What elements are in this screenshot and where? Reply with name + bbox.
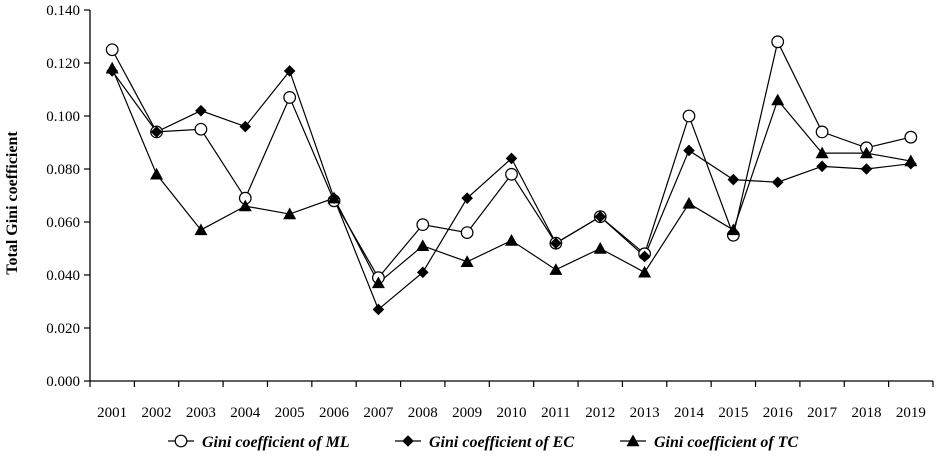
data-point-ml [194,122,208,136]
x-tick-label: 2019 [896,405,926,421]
series-markers-ec [106,65,917,316]
data-point-tc [327,191,341,204]
data-point-tc [593,242,607,254]
data-point-ec [283,65,296,77]
data-point-tc [859,146,873,159]
legend: Gini coefficient of ML Gini coefficient o… [168,434,798,451]
y-axis-title: Total Gini coefficient [4,131,21,275]
legend-marker-tc [626,434,640,447]
data-point-tc [505,234,518,246]
data-point-tc [105,61,119,74]
data-point-ec [638,250,651,263]
legend-marker-ml [174,434,188,448]
data-point-ec [771,176,784,189]
data-point-ml [771,35,785,49]
data-point-ml [815,125,829,139]
y-tick-labels: 0.000 0.020 0.040 0.060 0.080 0.100 0.120 0.140 [46,3,80,390]
x-tick-label: 2018 [851,405,881,421]
data-point-ec [683,144,695,157]
legend-label-tc: Gini coefficient of TC [654,434,798,451]
data-point-ml [416,218,430,232]
data-point-tc [771,93,785,106]
x-tick-label: 2006 [319,405,350,421]
y-tick-label: 0.060 [46,215,80,231]
series-layer [105,35,918,316]
data-point-ec [594,210,607,223]
data-point-tc [371,276,385,289]
data-point-tc [904,154,918,167]
x-tick-label: 2013 [630,405,660,421]
data-point-ml [682,109,696,123]
data-point-ml [505,167,518,181]
x-tick-label: 2008 [408,405,438,421]
data-point-tc [238,199,252,212]
series-line-ec [111,69,911,311]
axes [84,9,934,387]
x-tick-label: 2004 [230,405,261,421]
data-point-ec [505,152,518,165]
x-tick-label: 2015 [718,405,748,421]
x-tick-label: 2011 [541,405,570,421]
x-tick-label: 2002 [142,405,172,421]
data-point-tc [283,207,297,220]
data-point-tc [682,196,696,209]
data-point-tc [726,223,740,236]
data-point-tc [815,146,829,159]
x-tick-labels: 2001 2002 2003 2004 2005 2006 2007 2008 2009 2010… [97,405,926,421]
data-point-tc [416,239,430,252]
y-tick-label: 0.000 [46,374,80,390]
x-tick-label: 2001 [97,405,127,421]
x-tick-label: 2016 [763,405,794,421]
data-point-tc [638,265,652,278]
data-point-ml [105,43,119,57]
data-point-tc [150,167,164,180]
y-tick-label: 0.120 [46,56,80,72]
x-tick-label: 2014 [674,405,705,421]
data-point-tc [194,223,208,236]
legend-marker-ec [402,435,414,447]
data-point-ec [150,126,163,138]
series-markers-tc [105,61,918,289]
data-point-ec [195,104,207,117]
legend-label-ml: Gini coefficient of ML [202,434,350,451]
data-point-ec [239,120,252,133]
data-point-ml [283,91,297,104]
legend-label-ec: Gini coefficient of EC [429,434,574,451]
y-tick-label: 0.080 [46,162,80,178]
data-point-ml [904,130,918,144]
x-tick-label: 2012 [585,405,615,421]
data-point-tc [460,255,474,267]
y-tick-label: 0.020 [46,321,80,337]
y-tick-label: 0.140 [46,3,80,19]
data-point-ec [372,303,385,316]
x-tick-label: 2007 [363,405,394,421]
x-tick-label: 2010 [497,405,527,421]
x-tick-label: 2005 [275,405,305,421]
x-tick-label: 2003 [186,405,216,421]
data-point-ec [416,266,429,279]
data-point-tc [549,263,563,275]
x-tick-label: 2017 [807,405,838,421]
x-tick-label: 2009 [452,405,482,421]
data-point-ec [461,192,473,204]
y-tick-label: 0.100 [46,109,80,125]
data-point-ec [860,163,873,175]
data-point-ec [727,173,740,186]
data-point-ec [816,160,828,173]
data-point-ec [550,237,562,249]
data-point-ml [460,226,474,240]
y-tick-label: 0.040 [46,268,80,284]
